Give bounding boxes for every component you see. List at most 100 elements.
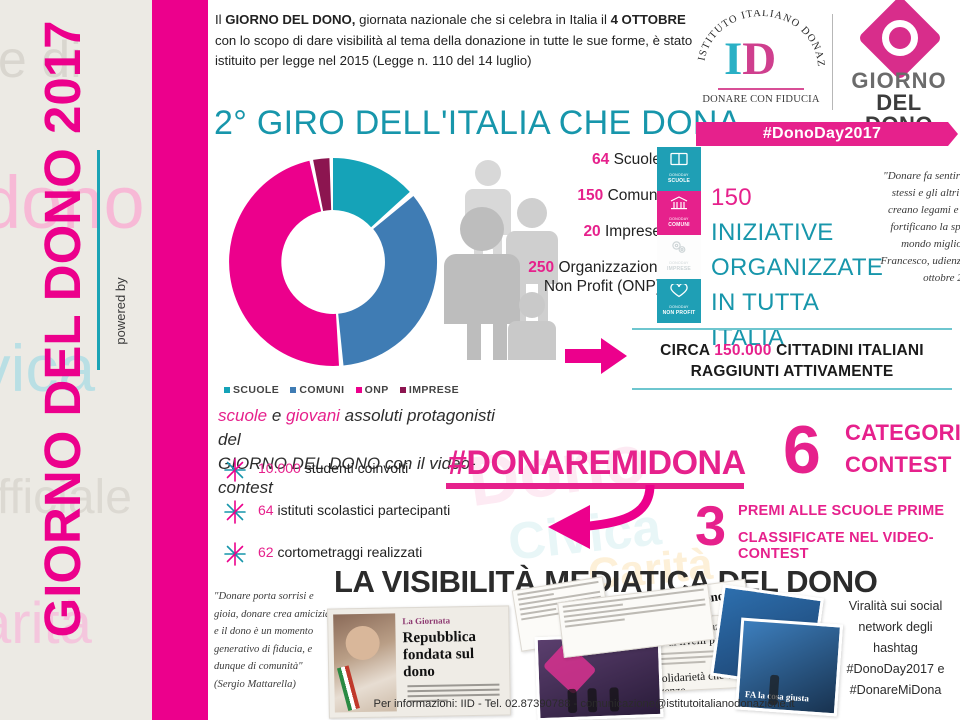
reach-bottom-rule [632,388,952,390]
legend-label-comuni: COMUNI [299,384,345,396]
initiatives-line2: ORGANIZZATE [711,254,884,281]
schools-rest1: assoluti protagonisti del [218,406,495,449]
bullet-label-students: studenti coinvolti [300,460,409,476]
legend-item-onp: ONP [355,384,389,396]
page-title: GIORNO DEL DONO 2017 [34,20,91,638]
arrow-right-icon [565,338,627,374]
intro-bold1: GIORNO DEL DONO, [225,12,356,27]
virality-line1: Viralità sui social [848,599,943,613]
legend-item-scuole: SCUOLE [224,384,279,396]
badge-nonprofit: DONODAY NON PROFIT [657,279,701,323]
iid-arc-text-icon: ISTITUTO ITALIANO DONAZIONE [696,10,825,68]
stat-label2-onp: Non Profit (ONP) [543,278,661,295]
stat-number-comuni: 150 [577,187,604,204]
people-silhouettes-icon [444,160,558,360]
stats-list: 64 Scuole 150 Comuni 20 Imprese 250 Orga… [476,150,661,313]
section-title: 2° GIRO DELL'ITALIA CHE DONA [214,104,741,142]
virality-block: Viralità sui social network degli hashta… [833,596,958,701]
schools-pink2: giovani [286,406,340,425]
initiatives-word1: INIZIATIVE [711,219,834,246]
mattarella-quote-text: "Donare porta sorrisi e gioia, donare cr… [214,591,333,672]
watermark-word-3: civica [0,331,96,405]
press-line [407,693,500,698]
press-photo-face [345,625,380,661]
iid-tagline: DONARE CON FIDUCIA [702,94,820,105]
badge-label-nonprofit: NON PROFIT [662,310,696,316]
legend-label-scuole: SCUOLE [233,384,280,396]
intro-bold2: 4 OTTOBRE [610,12,686,27]
bullet-number-institutes: 64 [258,502,274,518]
press-line [407,683,500,688]
iid-monogram: ID [724,36,776,83]
chart-legend: SCUOLE COMUNI ONP IMPRESE [224,384,459,396]
iid-letter-i: I [724,33,743,85]
icon-badge-column: DONODAY SCUOLE DONODAY COMUNI DONODAY IM… [657,147,701,323]
badge-kicker-comuni: DONODAY [669,217,689,221]
badge-kicker-imprese: DONODAY [669,261,689,265]
virality-line5: #DonareMiDona [849,683,942,697]
reach-post: CITTADINI ITALIANI [771,342,924,359]
mattarella-quote-attribution: (Sergio Mattarella) [214,678,296,690]
bullet-list: 10.000 studenti coinvolti 64 istituti sc… [222,455,522,581]
pope-quote-attribution: (Papa Francesco, udienza privata del 2 o… [880,255,960,284]
slice-scuole [333,158,410,228]
virality-line4: #DonoDay2017 e [846,662,945,676]
intro-paragraph: Il GIORNO DEL DONO, giornata nazionale c… [215,10,705,72]
stat-number-scuole: 64 [592,151,610,168]
asterisk-star-icon [224,458,246,482]
badge-label-scuole: SCUOLE [667,178,691,184]
badge-imprese: DONODAY IMPRESE [657,235,701,279]
legend-label-onp: ONP [364,384,389,396]
curved-arrow-left-icon [548,484,655,549]
iid-letter-d: D [742,33,777,85]
initiatives-number: 150 [711,184,752,211]
reach-top-rule [632,328,952,330]
bullet-number-students: 10.000 [258,460,301,476]
prizes-number: 3 [695,494,727,557]
pope-quote-text: "Donare fa sentire più felici noi stessi… [883,170,960,250]
bullet-label-shortfilms: cortometraggi realizzati [273,544,423,560]
prizes-label-line1: PREMI ALLE SCUOLE PRIME [738,503,945,519]
ring-icon [882,20,918,56]
main-content: Dono Civica Carità Il GIORNO DEL DONO, g… [208,0,960,720]
stat-imprese: 20 Imprese [476,222,661,241]
gdd-line1: GIORNO [851,68,947,93]
legend-label-imprese: IMPRESE [408,384,459,396]
intro-part3: con lo scopo di dare visibilità al tema … [215,32,693,69]
iid-logo: ISTITUTO ITALIANO DONAZIONE ID DONARE CO… [696,8,826,116]
asterisk-star-icon [224,500,246,524]
powered-by-label: powered by [113,277,128,345]
heart-icon [657,282,701,303]
sidebar-pink-stripe [152,0,208,720]
logo-divider [832,14,833,110]
intro-part2: giornata nazionale che si celebra in Ita… [355,12,611,27]
schools-pink1: scuole [218,406,268,425]
stat-label-comuni: Comuni [607,187,661,204]
watermark-word-1: one di [0,31,82,89]
bullet-item-shortfilms: 62 cortometraggi realizzati [222,539,522,581]
watermark-word-4: ufficiale [0,471,132,524]
slice-comuni [338,196,438,366]
reach-number: 150.000 [714,342,772,359]
dot-icon [892,30,908,46]
bullet-text-shortfilms: 62 cortometraggi realizzati [258,544,422,560]
categories-label-line1: CATEGORIE [845,420,960,445]
badge-label-comuni: COMUNI [668,222,690,228]
donut-chart [218,150,448,382]
logo-block: ISTITUTO ITALIANO DONAZIONE ID DONARE CO… [694,0,958,154]
legend-swatch-imprese [399,387,406,393]
stat-label-scuole: Scuole [613,151,661,168]
virality-line3: hashtag [873,641,918,655]
badge-label-imprese: IMPRESE [667,266,691,272]
badge-comuni: DONODAY COMUNI [657,191,701,235]
book-icon [657,152,701,171]
main-hashtag: #DONAREMIDONA [448,444,746,482]
stat-comuni: 150 Comuni [476,186,661,205]
legend-item-imprese: IMPRESE [399,384,459,396]
schools-mid1: e [267,406,287,425]
sidebar: one di dono civica ufficiale carità GIOR… [0,0,152,720]
stat-label-onp: Organizzazioni [558,259,661,276]
reach-block: CIRCA 150.000 CITTADINI ITALIANI RAGGIUN… [632,328,952,390]
legend-swatch-onp [355,387,362,393]
bullet-item-students: 10.000 studenti coinvolti [222,455,522,497]
